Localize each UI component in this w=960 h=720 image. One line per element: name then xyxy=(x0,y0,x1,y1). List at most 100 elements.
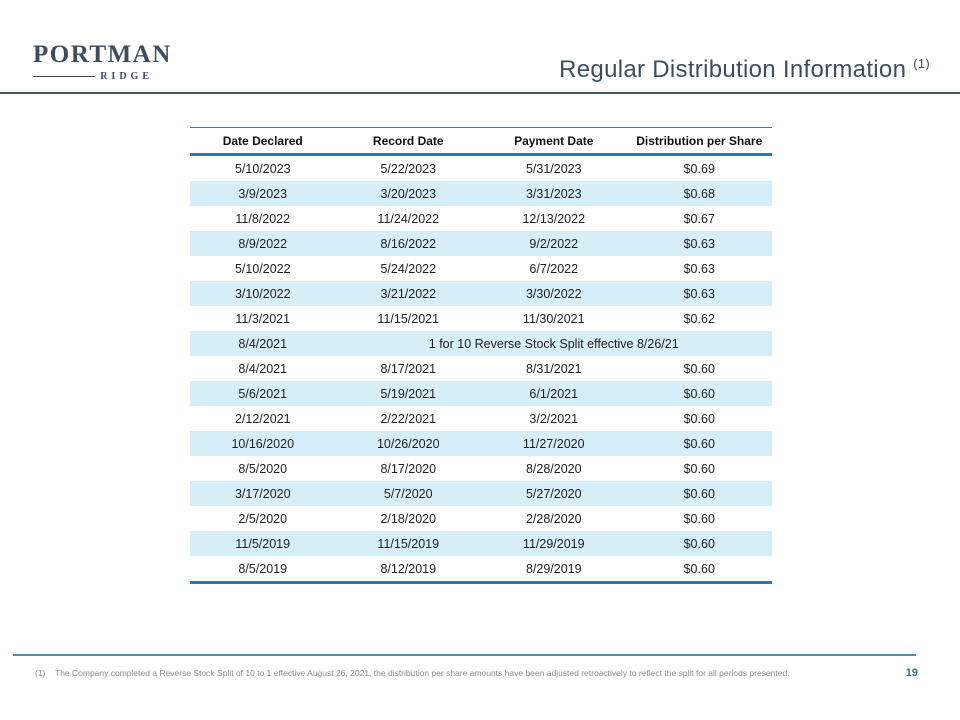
cell-date-declared: 3/9/2023 xyxy=(190,181,336,206)
table-row: 3/17/2020 5/7/2020 5/27/2020 $0.60 xyxy=(190,481,772,506)
cell-distribution-per-share: $0.60 xyxy=(683,461,715,476)
table-row: 5/10/2022 5/24/2022 6/7/2022 $0.63 xyxy=(190,256,772,281)
cell-record-date: 8/17/2020 xyxy=(380,461,437,476)
cell-record-date: 3/20/2023 xyxy=(335,181,481,206)
cell-payment-date: 8/31/2021 xyxy=(525,361,582,376)
logo-secondary-text: RIDGE xyxy=(100,71,153,82)
cell-record-date: 5/22/2023 xyxy=(380,161,437,176)
header-divider xyxy=(0,92,960,94)
cell-record-date: 2/22/2021 xyxy=(380,411,437,426)
cell-date-declared: 8/9/2022 xyxy=(190,231,336,256)
cell-record-date: 8/12/2019 xyxy=(380,561,437,576)
table-row: 8/4/2021 1 for 10 Reverse Stock Split eff… xyxy=(190,331,772,356)
cell-date-declared: 2/5/2020 xyxy=(238,511,288,526)
page-number: 19 xyxy=(905,667,918,679)
cell-date-declared: 10/16/2020 xyxy=(190,431,336,456)
cell-payment-date: 5/31/2023 xyxy=(525,161,582,176)
cell-date-declared: 5/10/2023 xyxy=(234,161,291,176)
cell-distribution-per-share: $0.60 xyxy=(626,381,772,406)
table-row: 2/12/2021 2/22/2021 3/2/2021 $0.60 xyxy=(190,406,772,431)
footnote-text: The Company completed a Reverse Stock Sp… xyxy=(55,668,790,678)
cell-distribution-per-share: $0.60 xyxy=(626,531,772,556)
cell-record-date: 11/15/2021 xyxy=(377,311,440,326)
cell-distribution-per-share: $0.60 xyxy=(683,511,715,526)
table-row: 5/6/2021 5/19/2021 6/1/2021 $0.60 xyxy=(190,381,772,406)
cell-record-date: 8/17/2021 xyxy=(380,361,437,376)
table-row: 8/4/2021 8/17/2021 8/31/2021 $0.60 xyxy=(190,356,772,381)
cell-payment-date: 2/28/2020 xyxy=(525,511,582,526)
table-row: 3/9/2023 3/20/2023 3/31/2023 $0.68 xyxy=(190,181,772,206)
cell-payment-date: 11/29/2019 xyxy=(481,531,627,556)
column-header-record-date: Record Date xyxy=(335,127,481,156)
cell-record-date: 11/24/2022 xyxy=(377,211,440,226)
page-title-text: Regular Distribution Information xyxy=(559,56,907,83)
cell-payment-date: 6/7/2022 xyxy=(529,261,579,276)
portman-ridge-logo: PORTMAN RIDGE xyxy=(33,41,172,82)
cell-payment-date: 12/13/2022 xyxy=(522,211,586,226)
footer-divider xyxy=(13,654,916,656)
footnote: (1) The Company completed a Reverse Stoc… xyxy=(35,668,875,679)
column-header-date-declared: Date Declared xyxy=(190,127,336,156)
cell-record-date: 3/21/2022 xyxy=(335,281,481,306)
table-row: 10/16/2020 10/26/2020 11/27/2020 $0.60 xyxy=(190,431,772,456)
table-header-row: Date Declared Record Date Payment Date D… xyxy=(190,127,772,156)
page-title-footnote-ref: (1) xyxy=(913,56,930,71)
table-row: 11/8/2022 11/24/2022 12/13/2022 $0.67 xyxy=(190,206,772,231)
cell-payment-date: 3/31/2023 xyxy=(481,181,627,206)
cell-record-date: 11/15/2019 xyxy=(335,531,481,556)
cell-record-date: 2/18/2020 xyxy=(380,511,437,526)
cell-payment-date: 11/27/2020 xyxy=(481,431,627,456)
table-row: 2/5/2020 2/18/2020 2/28/2020 $0.60 xyxy=(190,506,772,531)
logo-primary-text: PORTMAN xyxy=(33,41,172,68)
cell-payment-date: 6/1/2021 xyxy=(481,381,627,406)
cell-distribution-per-share: $0.62 xyxy=(683,311,715,326)
cell-record-date: 10/26/2020 xyxy=(335,431,481,456)
cell-payment-date: 8/29/2019 xyxy=(525,561,582,576)
cell-payment-date: 3/30/2022 xyxy=(481,281,627,306)
cell-distribution-per-share: $0.68 xyxy=(626,181,772,206)
logo-rule xyxy=(33,76,96,77)
page-title: Regular Distribution Information (1) xyxy=(559,56,930,84)
table-row: 11/3/2021 11/15/2021 11/30/2021 $0.62 xyxy=(190,306,772,331)
cell-stock-split-note: 1 for 10 Reverse Stock Split effective 8… xyxy=(335,331,772,356)
cell-distribution-per-share: $0.60 xyxy=(683,561,715,576)
cell-date-declared: 5/6/2021 xyxy=(190,381,336,406)
cell-payment-date: 11/30/2021 xyxy=(522,311,585,326)
column-header-distribution-per-share: Distribution per Share xyxy=(626,127,772,156)
table-row: 8/5/2020 8/17/2020 8/28/2020 $0.60 xyxy=(190,456,772,481)
cell-record-date: 8/16/2022 xyxy=(335,231,481,256)
cell-distribution-per-share: $0.63 xyxy=(683,261,715,276)
cell-distribution-per-share: $0.63 xyxy=(626,281,772,306)
table-row: 8/9/2022 8/16/2022 9/2/2022 $0.63 xyxy=(190,231,772,256)
cell-date-declared: 2/12/2021 xyxy=(234,411,291,426)
cell-distribution-per-share: $0.60 xyxy=(626,481,772,506)
cell-distribution-per-share: $0.67 xyxy=(683,211,715,226)
table-row: 5/10/2023 5/22/2023 5/31/2023 $0.69 xyxy=(190,155,772,182)
cell-date-declared: 8/5/2020 xyxy=(238,461,288,476)
footnote-marker: (1) xyxy=(35,668,46,678)
cell-distribution-per-share: $0.60 xyxy=(683,361,715,376)
cell-payment-date: 9/2/2022 xyxy=(481,231,627,256)
distribution-table: Date Declared Record Date Payment Date D… xyxy=(190,127,772,584)
table-row: 11/5/2019 11/15/2019 11/29/2019 $0.60 xyxy=(190,531,772,556)
cell-date-declared: 11/8/2022 xyxy=(235,211,291,226)
cell-date-declared: 5/10/2022 xyxy=(234,261,291,276)
cell-date-declared: 11/5/2019 xyxy=(190,531,336,556)
distribution-table-container: Date Declared Record Date Payment Date D… xyxy=(190,127,772,584)
cell-payment-date: 3/2/2021 xyxy=(529,411,579,426)
cell-date-declared: 8/4/2021 xyxy=(190,331,336,356)
cell-record-date: 5/7/2020 xyxy=(335,481,481,506)
cell-date-declared: 11/3/2021 xyxy=(235,311,291,326)
cell-date-declared: 8/5/2019 xyxy=(238,561,288,576)
cell-date-declared: 3/10/2022 xyxy=(190,281,336,306)
cell-record-date: 5/24/2022 xyxy=(380,261,437,276)
table-row: 8/5/2019 8/12/2019 8/29/2019 $0.60 xyxy=(190,556,772,583)
cell-payment-date: 5/27/2020 xyxy=(481,481,627,506)
cell-date-declared: 8/4/2021 xyxy=(238,361,288,376)
cell-record-date: 5/19/2021 xyxy=(335,381,481,406)
table-row: 3/10/2022 3/21/2022 3/30/2022 $0.63 xyxy=(190,281,772,306)
cell-distribution-per-share: $0.60 xyxy=(683,411,715,426)
cell-payment-date: 8/28/2020 xyxy=(525,461,582,476)
cell-distribution-per-share: $0.69 xyxy=(683,161,715,176)
